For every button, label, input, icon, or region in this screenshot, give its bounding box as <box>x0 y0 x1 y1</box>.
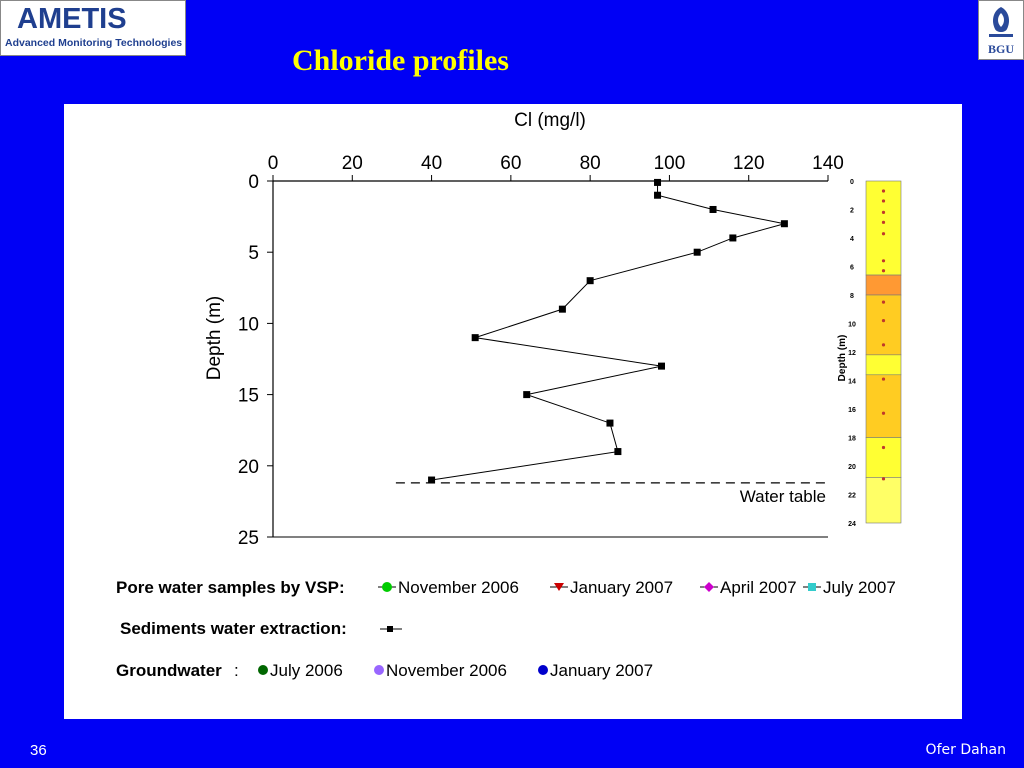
sample-dot <box>881 269 886 273</box>
lithology-tick-label: 18 <box>848 436 856 443</box>
legend-marker <box>704 582 714 592</box>
lithology-layer <box>865 274 902 296</box>
sample-dot <box>881 189 886 193</box>
y-tick-label: 5 <box>248 243 259 264</box>
lithology-layer <box>865 374 902 438</box>
legend-marker <box>554 583 564 591</box>
legend-marker <box>538 665 548 675</box>
sample-dot <box>881 377 886 381</box>
slide-title: Chloride profiles <box>292 44 509 77</box>
legend-marker <box>258 665 268 675</box>
logo-title: AMETIS <box>17 3 127 35</box>
sample-dot <box>881 343 886 347</box>
lithology-tick-label: 12 <box>848 350 856 357</box>
x-tick-label: 140 <box>812 153 844 174</box>
x-tick-label: 100 <box>654 153 686 174</box>
lithology-layer <box>865 354 902 376</box>
chart-panel: Cl (mg/l) Depth (m) 0 20 40 60 80 100 120 140 0… <box>64 104 962 719</box>
data-point <box>709 205 717 213</box>
series-line <box>431 182 785 481</box>
sample-dot <box>881 411 886 415</box>
sample-dot <box>881 300 886 304</box>
lithology-tick-label: 4 <box>850 236 854 243</box>
lithology-tick-label: 16 <box>848 407 856 414</box>
bgu-logo: BGU <box>978 0 1024 60</box>
legend-marker <box>382 582 392 592</box>
legend-row2-label: Sediments water extraction: <box>120 619 347 638</box>
y-tick-label: 20 <box>238 457 259 478</box>
sample-dot <box>881 445 886 450</box>
legend-item-label: July 2007 <box>823 578 896 597</box>
lithology-tick-label: 10 <box>848 322 856 329</box>
data-point <box>658 362 665 370</box>
chloride-profile-chart: Cl (mg/l) Depth (m) 0 20 40 60 80 100 120 140 0… <box>116 110 902 680</box>
lithology-tick-label: 8 <box>850 293 854 300</box>
y-axis-label: Depth (m) <box>204 296 225 380</box>
y-tick-label: 10 <box>238 314 259 335</box>
y-tick-label: 25 <box>238 528 259 549</box>
logo-subtitle: Advanced Monitoring Technologies <box>5 37 183 49</box>
lithology-layer <box>865 477 902 524</box>
legend-row3-colon: : <box>234 661 239 680</box>
data-point <box>614 448 622 456</box>
data-point <box>729 234 737 242</box>
x-tick-label: 0 <box>268 153 279 174</box>
legend-marker <box>808 583 816 591</box>
lithology-tick-label: 22 <box>848 493 856 500</box>
legend-row3-label: Groundwater <box>116 661 222 680</box>
sample-dot <box>881 210 886 214</box>
lithology-tick-label: 14 <box>848 379 856 386</box>
slide-number: 36 <box>30 742 47 759</box>
y-tick-label: 0 <box>248 172 259 193</box>
data-point <box>471 334 479 342</box>
sample-dot <box>881 259 886 263</box>
legend-item-label: January 2007 <box>550 661 653 680</box>
lithology-tick-label: 6 <box>850 265 854 272</box>
data-point <box>586 277 594 285</box>
data-point <box>654 178 662 186</box>
legend-item-label: November 2006 <box>386 661 507 680</box>
legend-marker <box>387 626 393 632</box>
sample-dot <box>881 232 886 236</box>
legend-item-label: November 2006 <box>398 578 519 597</box>
legend-item-label: January 2007 <box>570 578 673 597</box>
sample-dot <box>881 220 886 224</box>
lithology-tick-label: 20 <box>848 464 856 471</box>
lithology-tick-label: 24 <box>848 521 856 528</box>
bgu-logo-text: BGU <box>987 42 1014 56</box>
y-tick-label: 15 <box>238 386 259 407</box>
data-point <box>558 305 566 313</box>
data-point <box>654 191 662 199</box>
legend-row1-label: Pore water samples by VSP: <box>116 578 345 597</box>
legend-marker <box>374 665 384 675</box>
lithology-layer <box>865 437 902 478</box>
x-tick-label: 120 <box>733 153 765 174</box>
x-tick-label: 80 <box>580 153 601 174</box>
x-tick-label: 40 <box>421 153 442 174</box>
data-point <box>606 419 614 427</box>
legend-item-label: April 2007 <box>720 578 797 597</box>
data-point <box>523 391 531 399</box>
x-axis-label: Cl (mg/l) <box>514 110 586 131</box>
lithology-tick-label: 2 <box>850 208 854 215</box>
ametis-logo: AMETIS Advanced Monitoring Technologies <box>0 0 186 56</box>
sample-dot <box>881 199 886 203</box>
data-point <box>428 476 436 484</box>
lithology-axis-label: Depth (m) <box>837 335 848 382</box>
x-tick-label: 20 <box>342 153 363 174</box>
bgu-emblem-icon <box>989 7 1013 37</box>
x-tick-label: 60 <box>500 153 521 174</box>
lithology-tick-label: 0 <box>850 179 854 186</box>
legend-item-label: July 2006 <box>270 661 343 680</box>
water-table-label: Water table <box>740 487 826 506</box>
data-point <box>693 248 701 256</box>
data-point <box>780 220 788 228</box>
author-name: Ofer Dahan <box>925 742 1006 758</box>
sample-dot <box>881 319 886 323</box>
sample-dot <box>881 477 886 481</box>
